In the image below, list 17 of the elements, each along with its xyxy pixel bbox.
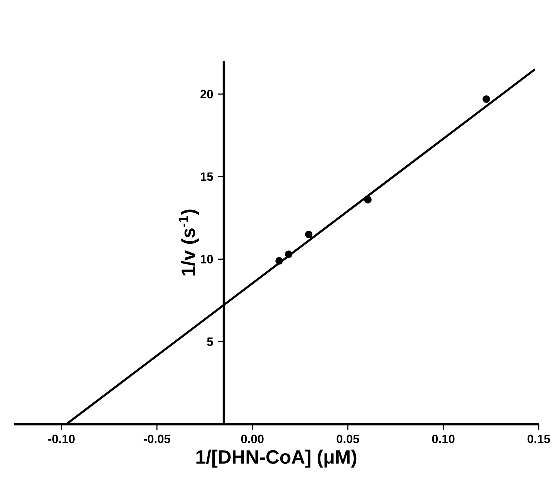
y-tick-label: 5 bbox=[207, 338, 214, 346]
y-tick-label: 15 bbox=[201, 172, 214, 182]
x-tick-label: -0.05 bbox=[144, 434, 171, 444]
point bbox=[364, 196, 372, 204]
x-tick-label: -0.10 bbox=[48, 434, 75, 444]
y-tick-label: 10 bbox=[201, 255, 214, 264]
x-tick-label: 0.00 bbox=[241, 434, 264, 444]
x-axis-title: 1/[DHN-CoA] (μM) bbox=[196, 450, 357, 468]
point bbox=[285, 250, 293, 258]
x-tick-label: 0.10 bbox=[432, 434, 455, 444]
y-axis-title: 1/v (s$^{-1}$) bbox=[178, 210, 200, 276]
x-tick-label: 0.05 bbox=[336, 434, 360, 444]
y-tick-label: 20 bbox=[200, 90, 214, 99]
x-tick-label: 0.15 bbox=[528, 434, 550, 444]
point bbox=[482, 96, 490, 104]
point bbox=[276, 257, 284, 265]
point bbox=[305, 230, 313, 238]
